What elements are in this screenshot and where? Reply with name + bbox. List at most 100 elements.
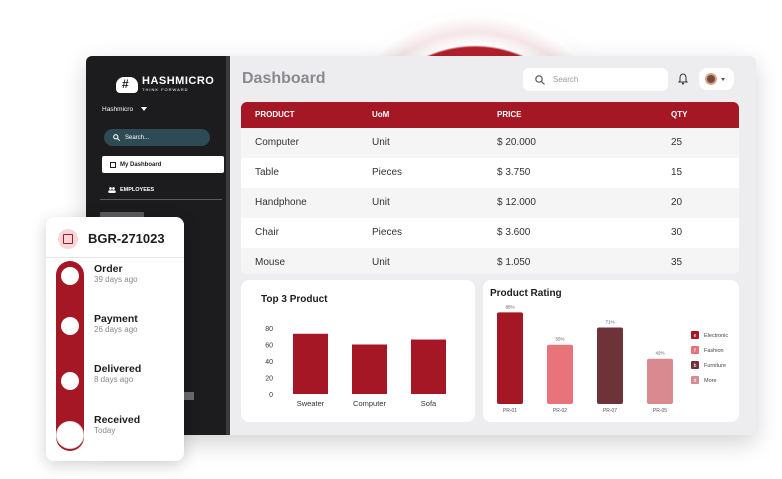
data-label: 55% xyxy=(555,337,564,342)
cell-uom: Pieces xyxy=(372,227,403,238)
company-name: Hashmicro xyxy=(102,106,134,113)
cell-qty: 25 xyxy=(671,137,683,148)
sidebar-item-label: My Dashboard xyxy=(120,161,162,168)
table-row[interactable]: Computer Unit $ 20.000 25 xyxy=(241,128,739,158)
column-header[interactable]: UoM xyxy=(372,110,390,119)
search-icon xyxy=(113,134,120,141)
legend-icon: f xyxy=(694,348,696,354)
table-header: PRODUCT UoM PRICE QTY xyxy=(241,102,739,128)
product-rating-title: Product Rating xyxy=(490,288,562,299)
step-time: 26 days ago xyxy=(94,325,138,334)
y-tick-label: 40 xyxy=(265,359,273,366)
legend-icon: e xyxy=(694,333,697,339)
cell-product: Chair xyxy=(255,227,279,238)
legend-icon: d xyxy=(694,378,697,384)
x-tick-label: Sofa xyxy=(421,399,437,408)
sidebar-scrollbar[interactable] xyxy=(226,56,230,435)
cell-qty: 35 xyxy=(671,257,683,268)
x-tick-label: PR-01 xyxy=(503,408,517,414)
cell-qty: 15 xyxy=(671,167,683,178)
legend-label: More xyxy=(704,378,717,384)
y-tick-label: 60 xyxy=(265,343,273,350)
order-step: Payment 26 days ago xyxy=(94,313,138,334)
product-table: PRODUCT UoM PRICE QTY Computer Unit $ 20… xyxy=(241,102,739,274)
cell-price: $ 20.000 xyxy=(497,137,536,148)
cell-product: Table xyxy=(255,167,279,178)
cell-qty: 30 xyxy=(671,227,683,238)
table-row[interactable]: Chair Pieces $ 3.600 30 xyxy=(241,218,739,248)
y-tick-label: 20 xyxy=(265,376,273,383)
table-row[interactable]: Mouse Unit $ 1.050 35 xyxy=(241,248,739,274)
chevron-down-icon xyxy=(721,77,725,81)
user-menu[interactable] xyxy=(699,68,734,90)
y-tick-label: 80 xyxy=(265,326,273,333)
cell-price: $ 12.000 xyxy=(497,197,536,208)
bar xyxy=(547,344,573,404)
search-icon xyxy=(535,74,545,85)
order-tracking-card: BGR-271023 Order 39 days ago Payment 26 … xyxy=(46,217,184,461)
table-row[interactable]: Handphone Unit $ 12.000 20 xyxy=(241,188,739,218)
company-selector[interactable]: Hashmicro xyxy=(102,106,148,113)
y-tick-label: 0 xyxy=(269,392,273,399)
top-product-chart: 0 20 40 60 80 Sweater Computer Sofa xyxy=(265,326,446,408)
product-rating-card: Product Rating 85% PR-01 55% PR-02 71% PR-07 4… xyxy=(483,280,739,422)
sidebar-placeholder-item xyxy=(100,212,144,218)
search-input[interactable]: Search xyxy=(523,68,668,91)
sidebar-section-label: EMPLOYEES xyxy=(120,187,155,193)
cell-uom: Unit xyxy=(372,137,390,148)
cell-price: $ 1.050 xyxy=(497,257,531,268)
order-step: Delivered 8 days ago xyxy=(94,363,141,384)
logo-tagline: THINK FORWARD xyxy=(142,87,189,92)
table-row[interactable]: Table Pieces $ 3.750 15 xyxy=(241,158,739,188)
legend-label: Electronic xyxy=(704,333,728,339)
sidebar-item-my-dashboard[interactable]: My Dashboard xyxy=(102,156,224,173)
step-name: Order xyxy=(94,263,123,275)
sidebar-search-input[interactable]: Search... xyxy=(104,129,210,146)
step-time: 8 days ago xyxy=(94,375,134,384)
top-product-card: Top 3 Product 0 20 40 60 80 Sweater Computer So… xyxy=(241,280,475,422)
sidebar-search-placeholder: Search... xyxy=(125,134,150,141)
bell-icon[interactable] xyxy=(678,73,688,85)
data-label: 85% xyxy=(505,304,514,309)
bar xyxy=(647,358,673,404)
legend-swatch xyxy=(691,376,699,384)
step-dot xyxy=(61,267,79,285)
column-header[interactable]: QTY xyxy=(671,110,688,119)
cell-uom: Pieces xyxy=(372,167,403,178)
x-tick-label: PR-05 xyxy=(653,408,667,414)
column-header[interactable]: PRICE xyxy=(497,110,522,119)
column-header[interactable]: PRODUCT xyxy=(255,110,295,119)
step-name: Delivered xyxy=(94,363,142,375)
step-name: Received xyxy=(94,414,141,426)
chevron-down-icon xyxy=(141,107,148,112)
sidebar-collapse-handle[interactable] xyxy=(184,392,194,400)
sidebar-item-employees[interactable]: EMPLOYEES xyxy=(108,187,154,193)
order-step: Order 39 days ago xyxy=(94,263,138,284)
cell-product: Mouse xyxy=(255,257,286,268)
sidebar-divider xyxy=(100,199,222,200)
people-icon xyxy=(108,187,116,193)
dashboard-window: HASHMICRO THINK FORWARD Hashmicro Search… xyxy=(86,56,756,435)
legend-label: Furniture xyxy=(704,363,726,369)
data-label: 42% xyxy=(655,351,664,356)
cell-price: $ 3.600 xyxy=(497,227,531,238)
bar xyxy=(293,333,328,394)
legend-icon: b xyxy=(694,363,697,369)
x-tick-label: PR-07 xyxy=(603,408,617,414)
step-dot-current xyxy=(56,421,84,449)
x-tick-label: Computer xyxy=(353,399,386,408)
order-divider xyxy=(46,257,184,258)
logo[interactable]: HASHMICRO THINK FORWARD xyxy=(116,76,214,93)
page-title: Dashboard xyxy=(242,70,326,87)
x-tick-label: Sweater xyxy=(297,399,325,408)
cell-product: Computer xyxy=(255,137,299,148)
table-body: Computer Unit $ 20.000 25 Table Pieces $… xyxy=(241,128,739,274)
step-dot xyxy=(61,317,79,335)
legend-label: Fashion xyxy=(704,348,724,354)
step-time: Today xyxy=(94,426,116,435)
order-id: BGR-271023 xyxy=(88,231,165,246)
product-rating-chart: 85% PR-01 55% PR-02 71% PR-07 42% PR-05 e Electro… xyxy=(497,304,728,414)
cell-qty: 20 xyxy=(671,197,683,208)
cell-price: $ 3.750 xyxy=(497,167,531,178)
